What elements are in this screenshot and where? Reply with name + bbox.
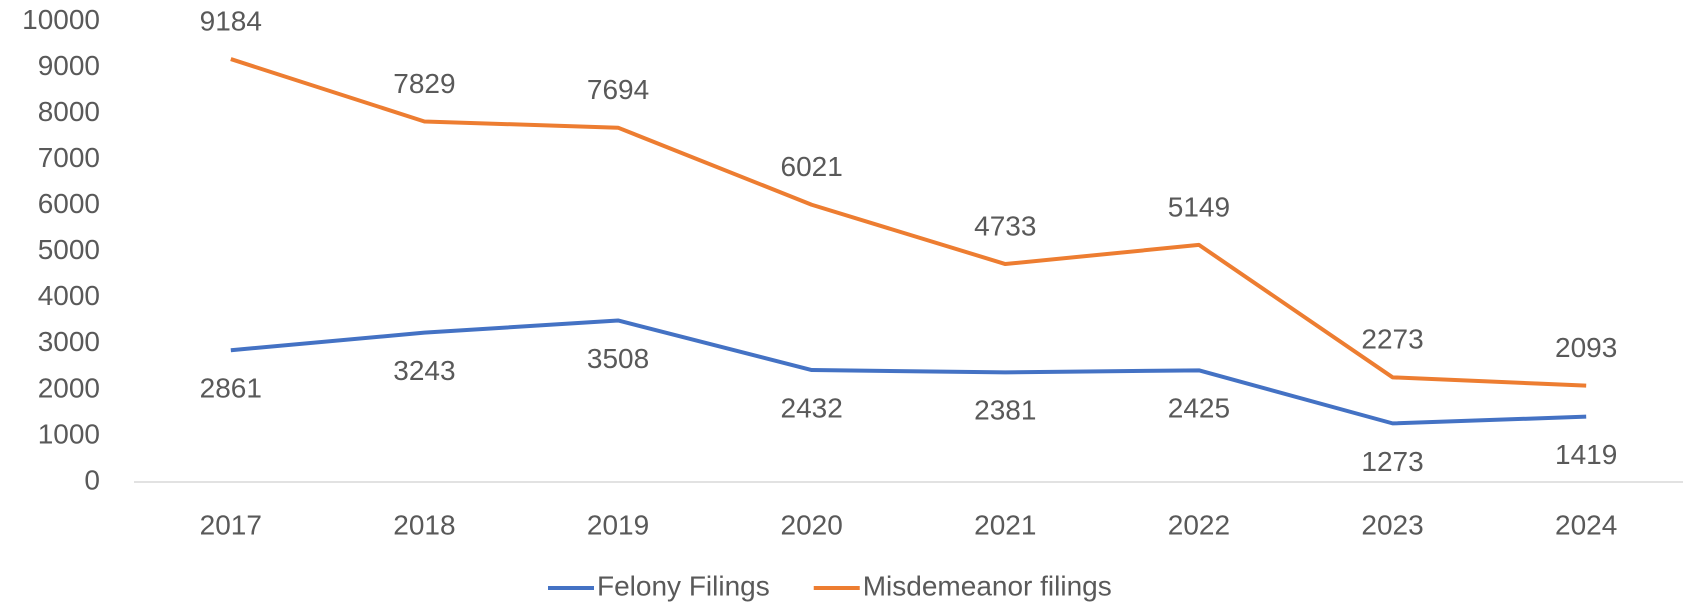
series-line: [230, 57, 1587, 388]
data-label: 2273: [1361, 324, 1423, 355]
y-tick-label: 6000: [38, 188, 100, 219]
y-tick-label: 1000: [38, 418, 100, 449]
data-label: 5149: [1168, 191, 1230, 222]
x-tick-label: 2022: [1168, 509, 1230, 540]
y-tick-label: 7000: [38, 142, 100, 173]
data-label: 3243: [393, 355, 455, 386]
data-label: 4733: [974, 210, 1036, 241]
legend-label: Felony Filings: [597, 570, 770, 601]
y-tick-label: 9000: [38, 50, 100, 81]
x-tick-label: 2024: [1555, 509, 1617, 540]
data-label: 9184: [200, 5, 262, 36]
y-tick-label: 4000: [38, 280, 100, 311]
data-label: 7829: [393, 68, 455, 99]
y-tick-label: 8000: [38, 96, 100, 127]
y-tick-label: 3000: [38, 326, 100, 357]
data-label: 2432: [781, 392, 843, 423]
data-label: 6021: [781, 151, 843, 182]
data-label: 3508: [587, 343, 649, 374]
data-label: 1419: [1555, 439, 1617, 470]
data-label: 1273: [1361, 446, 1423, 477]
data-label: 2093: [1555, 332, 1617, 363]
x-tick-label: 2018: [393, 509, 455, 540]
y-tick-label: 5000: [38, 234, 100, 265]
x-tick-label: 2020: [781, 509, 843, 540]
x-tick-label: 2019: [587, 509, 649, 540]
data-label: 2425: [1168, 393, 1230, 424]
series-line: [230, 318, 1587, 426]
data-label: 2381: [974, 395, 1036, 426]
data-label: 7694: [587, 74, 649, 105]
legend-label: Misdemeanor filings: [863, 570, 1112, 601]
y-tick-label: 2000: [38, 372, 100, 403]
x-tick-label: 2021: [974, 509, 1036, 540]
y-tick-label: 0: [84, 464, 100, 495]
x-tick-label: 2023: [1361, 509, 1423, 540]
y-tick-label: 10000: [22, 4, 100, 35]
data-label: 2861: [200, 373, 262, 404]
x-tick-label: 2017: [200, 509, 262, 540]
